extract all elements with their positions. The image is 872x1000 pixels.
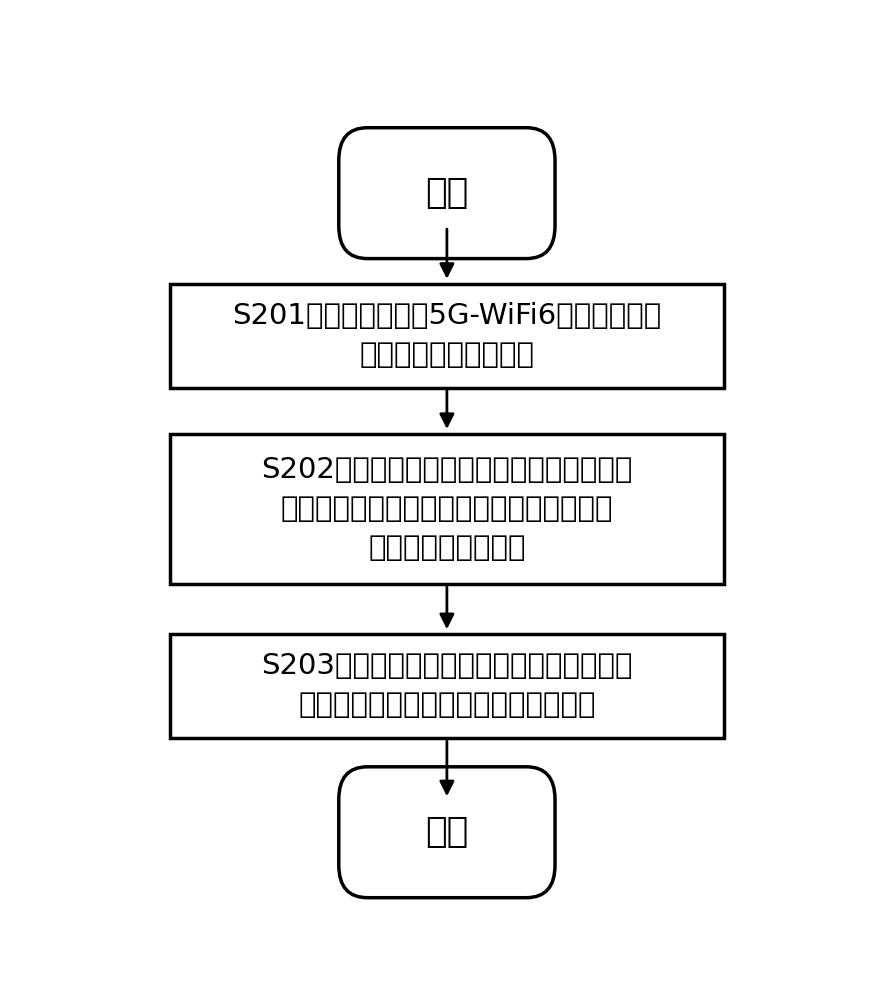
FancyBboxPatch shape bbox=[170, 284, 724, 388]
FancyBboxPatch shape bbox=[338, 767, 555, 898]
FancyBboxPatch shape bbox=[170, 634, 724, 738]
Text: S202：多模用户根据网络选择算法计算可接
入的基站和接入点，并分别生成可接入的基
站集合和接入点集合: S202：多模用户根据网络选择算法计算可接 入的基站和接入点，并分别生成可接入的… bbox=[262, 456, 632, 562]
FancyBboxPatch shape bbox=[170, 434, 724, 584]
Text: 结束: 结束 bbox=[426, 815, 468, 849]
Text: S201：多模用户发现5G-WiFi6融合网络中全
部可用的基站和接入点: S201：多模用户发现5G-WiFi6融合网络中全 部可用的基站和接入点 bbox=[232, 302, 662, 369]
Text: 开始: 开始 bbox=[426, 176, 468, 210]
FancyBboxPatch shape bbox=[338, 128, 555, 259]
Text: S203：多模用户根据设置在可接入的基站集
合和接入点集合选择基站和接入点接入: S203：多模用户根据设置在可接入的基站集 合和接入点集合选择基站和接入点接入 bbox=[261, 652, 633, 719]
